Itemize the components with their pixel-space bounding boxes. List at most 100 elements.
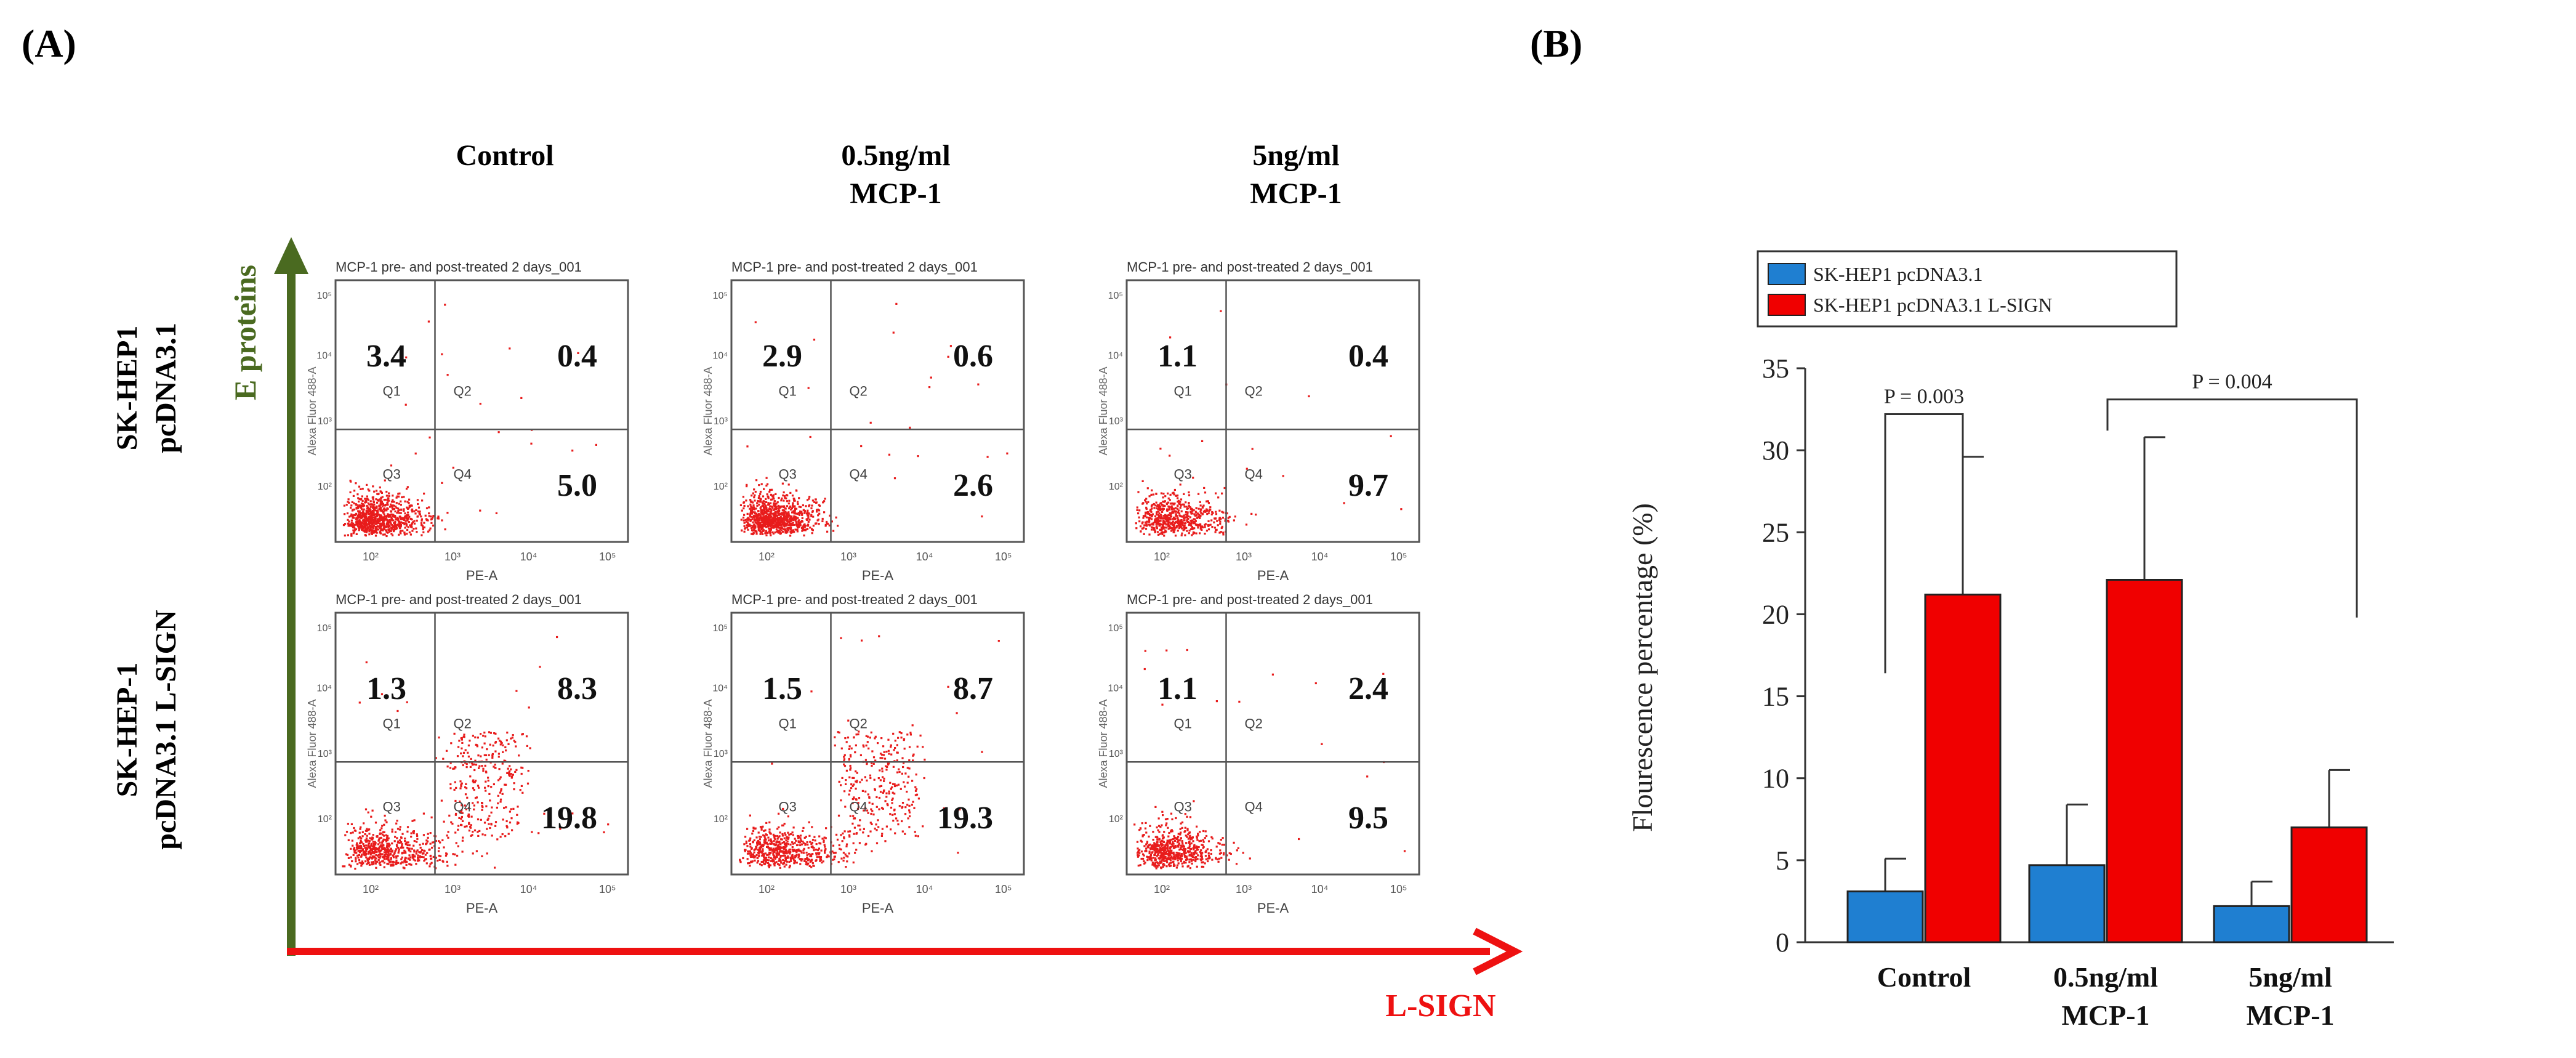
scatter-point [778,860,780,862]
scatter-point [914,831,916,833]
scatter-point [473,764,475,765]
scatter-point [850,783,852,785]
scatter-point [799,514,800,516]
q2-value: 8.3 [557,671,597,706]
scatter-point [366,830,368,832]
scatter-point [802,517,803,519]
scatter-point [427,841,429,842]
scatter-point [1137,841,1138,843]
scatter-point [595,444,597,446]
scatter-point [403,531,405,533]
scatter-point [1153,848,1155,850]
scatter-point [1151,490,1153,491]
plot-title: MCP-1 pre- and post-treated 2 days_001 [1127,592,1373,607]
scatter-point [885,796,887,798]
scatter-point [1135,527,1137,529]
scatter-point [755,491,757,493]
scatter-point [746,828,748,830]
scatter-point [1164,847,1166,849]
scatter-point [824,850,826,852]
scatter-point [1140,525,1141,527]
scatter-point [1193,800,1194,802]
scatter-point [1173,852,1175,854]
scatter-point [871,765,872,767]
scatter-point [773,840,775,842]
scatter-point [763,488,765,490]
scatter-point [527,783,529,785]
scatter-point [886,766,888,768]
scatter-point [1185,842,1187,844]
scatter-point [1161,509,1163,511]
scatter-point [475,764,477,765]
scatter-point [802,504,804,506]
scatter-point [1166,844,1168,846]
scatter-point [446,865,448,866]
scatter-point [845,779,847,781]
scatter-point [1148,836,1149,838]
scatter-point [497,802,499,804]
scatter-point [362,488,364,490]
scatter-point [861,779,863,781]
scatter-point [1138,850,1140,852]
scatter-point [1205,855,1207,857]
scatter-point [812,499,814,501]
scatter-point [368,530,370,532]
scatter-point [786,850,787,852]
scatter-point [365,857,367,858]
scatter-point [866,745,867,746]
scatter-point [417,503,419,505]
scatter-point [1186,530,1188,532]
scatter-point [379,518,381,520]
scatter-point [881,835,883,837]
scatter-point [358,501,360,503]
scatter-point [1152,514,1154,515]
scatter-point [789,851,791,853]
scatter-point [765,822,767,824]
scatter-point [363,822,364,824]
scatter-point [513,740,515,741]
scatter-point [1152,844,1154,846]
scatter-point [504,746,506,748]
scatter-point [408,863,410,865]
scatter-point [1148,533,1150,535]
scatter-point [446,750,448,752]
scatter-point [878,809,880,810]
y-tick-label: 10³ [318,749,332,759]
scatter-point [1207,858,1209,860]
scatter-point [376,854,377,856]
scatter-point [512,734,514,736]
scatter-point [390,523,392,525]
scatter-point [1157,523,1159,525]
scatter-point [1156,525,1157,527]
scatter-point [394,840,396,842]
scatter-point [1224,487,1226,489]
scatter-point [756,502,758,504]
scatter-point [382,534,384,536]
scatter-point [834,737,835,738]
scatter-point [1167,522,1169,523]
scatter-point [875,796,877,798]
scatter-point [485,735,486,737]
scatter-point [860,445,862,447]
scatter-point [1188,851,1189,853]
scatter-point [391,501,393,503]
scatter-point [1170,859,1172,861]
scatter-point [1205,858,1207,860]
scatter-point [1169,841,1170,842]
scatter-point [1163,860,1165,862]
scatter-point [744,522,746,524]
scatter-point [465,749,467,751]
quadrant-label-q1: Q1 [779,383,797,398]
scatter-point [900,788,902,790]
scatter-point [460,818,462,820]
scatter-point [1146,856,1148,858]
scatter-point [357,497,359,499]
scatter-point [510,773,512,775]
scatter-point [794,857,796,858]
scatter-point [1215,531,1217,533]
scatter-point [1144,515,1146,517]
scatter-point [393,530,395,531]
scatter-point [765,517,767,519]
scatter-point [881,807,883,809]
